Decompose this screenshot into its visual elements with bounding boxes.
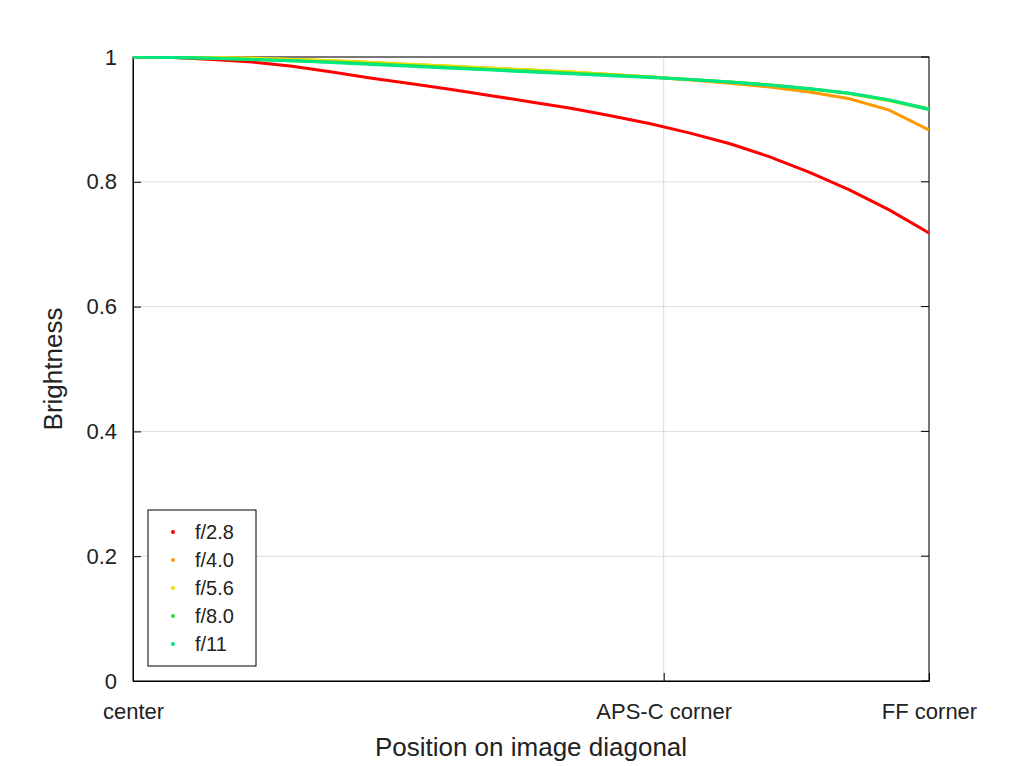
y-tick-mark bbox=[921, 431, 929, 432]
grid-line bbox=[133, 181, 929, 182]
y-tick-mark bbox=[133, 556, 141, 557]
x-tick-label: center bbox=[103, 699, 164, 724]
y-tick-mark bbox=[921, 306, 929, 307]
legend-marker bbox=[171, 530, 175, 534]
y-tick-label: 0.6 bbox=[86, 294, 117, 319]
chart: center APS-C corner FF corner 0 0.2 0.4 0.6 0.8… bbox=[0, 0, 1026, 766]
y-tick-mark bbox=[133, 681, 141, 682]
x-tick: APS-C corner bbox=[596, 673, 732, 724]
y-tick-mark bbox=[133, 307, 141, 308]
y-tick-label: 0.8 bbox=[86, 169, 117, 194]
y-tick-mark bbox=[133, 431, 141, 432]
plot-frame bbox=[133, 57, 929, 681]
y-axis: 0 0.2 0.4 0.6 0.8 1 bbox=[86, 45, 141, 694]
x-tick-mark bbox=[664, 673, 665, 681]
legend-label: f/2.8 bbox=[195, 521, 234, 543]
series-line bbox=[133, 57, 929, 109]
y-tick-mark bbox=[921, 181, 929, 182]
grid-line bbox=[133, 306, 929, 307]
x-tick-mark bbox=[929, 673, 930, 681]
y-tick: 0.2 bbox=[86, 544, 141, 569]
legend: f/2.8 f/4.0 f/5.6 f/8.0 f/11 bbox=[148, 510, 256, 666]
y-tick-mark bbox=[921, 681, 929, 682]
legend-label: f/4.0 bbox=[195, 549, 234, 571]
y-tick-mark bbox=[921, 556, 929, 557]
y-tick: 0 bbox=[105, 669, 141, 694]
legend-label: f/8.0 bbox=[195, 605, 234, 627]
x-axis-line bbox=[134, 681, 930, 682]
y-tick: 0.4 bbox=[86, 419, 141, 444]
y-tick: 0.8 bbox=[86, 169, 141, 194]
series-line bbox=[133, 57, 929, 109]
x-tick: FF corner bbox=[882, 673, 977, 724]
y-tick-label: 0 bbox=[105, 669, 117, 694]
series-line bbox=[133, 57, 929, 109]
legend-box bbox=[148, 510, 256, 666]
x-tick-label: FF corner bbox=[882, 699, 977, 724]
legend-marker bbox=[171, 642, 175, 646]
grid-line bbox=[663, 57, 664, 681]
x-axis-title: Position on image diagonal bbox=[375, 732, 687, 762]
series-line bbox=[133, 57, 929, 233]
legend-label: f/5.6 bbox=[195, 577, 234, 599]
y-tick: 0.6 bbox=[86, 294, 141, 319]
y-tick-label: 0.2 bbox=[86, 544, 117, 569]
series-line bbox=[133, 57, 929, 130]
legend-marker bbox=[171, 558, 175, 562]
y-tick-label: 1 bbox=[105, 45, 117, 70]
series-group bbox=[133, 57, 929, 233]
legend-label: f/11 bbox=[195, 633, 227, 655]
y-axis-title: Brightness bbox=[38, 308, 68, 431]
y-tick-mark bbox=[921, 57, 929, 58]
grid bbox=[133, 57, 929, 681]
x-tick-label: APS-C corner bbox=[596, 699, 732, 724]
legend-marker bbox=[171, 586, 175, 590]
legend-marker bbox=[171, 614, 175, 618]
y-tick-label: 0.4 bbox=[86, 419, 117, 444]
y-axis-line bbox=[133, 58, 134, 682]
x-axis: center APS-C corner FF corner bbox=[103, 673, 977, 724]
grid-line bbox=[133, 431, 929, 432]
y-tick-mark bbox=[133, 182, 141, 183]
